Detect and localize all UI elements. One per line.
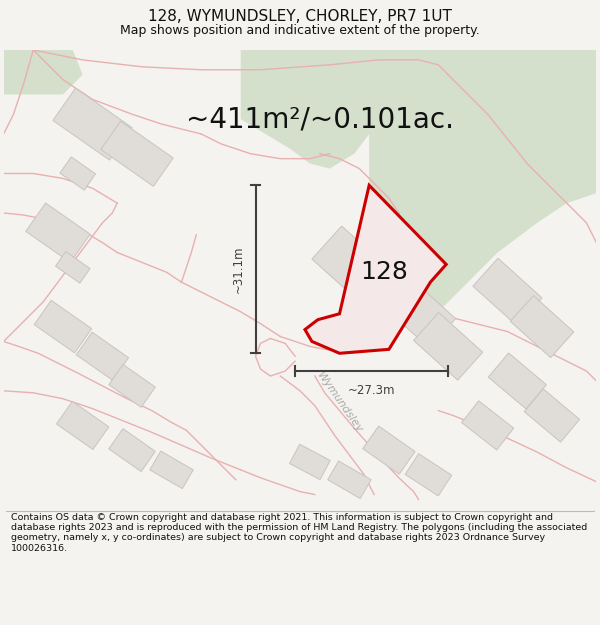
Text: 128: 128 bbox=[360, 260, 408, 284]
Polygon shape bbox=[241, 50, 369, 169]
Polygon shape bbox=[34, 300, 92, 353]
Polygon shape bbox=[53, 88, 132, 160]
Polygon shape bbox=[510, 296, 574, 358]
Polygon shape bbox=[524, 389, 580, 442]
Polygon shape bbox=[76, 332, 128, 381]
Polygon shape bbox=[328, 461, 371, 499]
Polygon shape bbox=[109, 429, 155, 471]
Polygon shape bbox=[405, 454, 452, 496]
Text: Map shows position and indicative extent of the property.: Map shows position and indicative extent… bbox=[120, 24, 480, 37]
Text: Contains OS data © Crown copyright and database right 2021. This information is : Contains OS data © Crown copyright and d… bbox=[11, 512, 587, 552]
Polygon shape bbox=[461, 401, 514, 450]
Polygon shape bbox=[60, 157, 95, 190]
Polygon shape bbox=[382, 276, 455, 348]
Polygon shape bbox=[290, 444, 330, 479]
Text: ~31.1m: ~31.1m bbox=[231, 246, 244, 293]
Polygon shape bbox=[150, 451, 193, 489]
Text: ~27.3m: ~27.3m bbox=[348, 384, 395, 398]
Polygon shape bbox=[312, 226, 397, 309]
Polygon shape bbox=[473, 258, 542, 326]
Polygon shape bbox=[363, 426, 415, 474]
Polygon shape bbox=[305, 186, 446, 353]
Polygon shape bbox=[101, 121, 173, 186]
Polygon shape bbox=[4, 50, 83, 94]
Text: 128, WYMUNDSLEY, CHORLEY, PR7 1UT: 128, WYMUNDSLEY, CHORLEY, PR7 1UT bbox=[148, 9, 452, 24]
Polygon shape bbox=[56, 251, 90, 283]
Text: ~411m²/~0.101ac.: ~411m²/~0.101ac. bbox=[186, 105, 454, 133]
Polygon shape bbox=[413, 312, 483, 380]
Polygon shape bbox=[109, 364, 155, 408]
Polygon shape bbox=[26, 203, 90, 262]
Text: Wymundsley: Wymundsley bbox=[315, 371, 364, 435]
Polygon shape bbox=[488, 353, 547, 409]
Polygon shape bbox=[56, 401, 109, 449]
Polygon shape bbox=[369, 50, 596, 317]
